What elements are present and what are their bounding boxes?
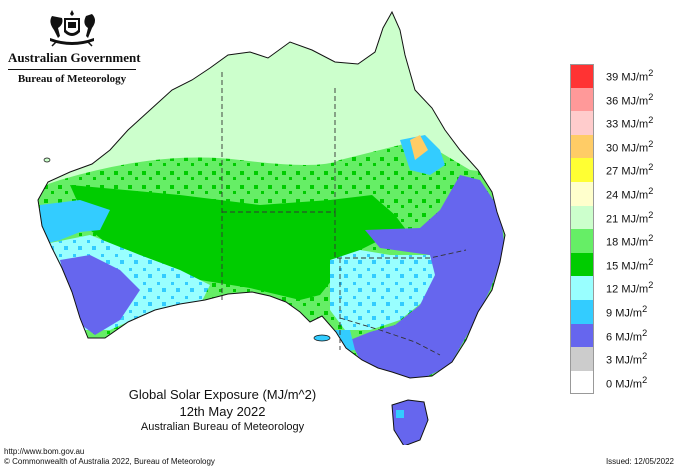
legend-swatch: [570, 205, 594, 230]
legend-label: 15 MJ/m2: [606, 256, 654, 273]
legend-label: 12 MJ/m2: [606, 280, 654, 296]
legend-swatch: [570, 64, 594, 88]
agency-name: Bureau of Meteorology: [17, 73, 127, 85]
bom-url-link[interactable]: http://www.bom.gov.au: [4, 447, 85, 456]
copyright-text: © Commonwealth of Australia 2022, Bureau…: [4, 457, 215, 466]
legend-label: 9 MJ/m2: [606, 303, 648, 320]
legend-label: 18 MJ/m2: [606, 233, 654, 249]
legend-label: 27 MJ/m2: [606, 162, 654, 179]
legend-swatch: [570, 299, 594, 324]
government-logo: Australian Government Bureau of Meteorol…: [8, 8, 141, 85]
island-marker: [43, 157, 51, 163]
legend-swatch: [570, 229, 594, 253]
map-title: Global Solar Exposure (MJ/m^2): [128, 387, 317, 402]
legend-swatch: [570, 87, 594, 112]
legend-swatch: [570, 158, 594, 182]
legend-label: 39 MJ/m2: [606, 68, 654, 84]
legend-label: 36 MJ/m2: [606, 91, 654, 108]
mainland-exposure-fill: [38, 12, 505, 378]
state-borders: [221, 72, 467, 356]
map-caption: Global Solar Exposure (MJ/m^2) 12th May …: [100, 386, 345, 435]
government-name: Australian Government: [8, 50, 141, 65]
legend-label: 6 MJ/m2: [606, 327, 648, 344]
kangaroo-island: [313, 334, 331, 342]
logo-divider: [8, 69, 136, 70]
nsw-vic-border: [339, 317, 441, 356]
tasmania-exposure-fill: [392, 400, 428, 445]
map-source: Australian Bureau of Meteorology: [140, 421, 305, 433]
legend-swatch: [570, 370, 594, 395]
legend-label: 3 MJ/m2: [606, 351, 648, 367]
legend-swatch: [570, 252, 594, 277]
legend-swatch: [570, 347, 594, 371]
legend-label: 21 MJ/m2: [606, 209, 654, 226]
legend-label: 24 MJ/m2: [606, 185, 654, 202]
legend-label: 0 MJ/m2: [606, 374, 648, 391]
legend-swatch: [570, 323, 594, 348]
legend-swatch: [570, 134, 594, 159]
legend-swatch: [570, 181, 594, 206]
issued-date: Issued: 12/05/2022: [605, 457, 674, 466]
legend-swatch: [570, 276, 594, 300]
legend-swatch: [570, 111, 594, 135]
legend-label: 30 MJ/m2: [606, 138, 654, 155]
coat-of-arms-icon: [50, 10, 95, 47]
solar-exposure-map: [37, 11, 506, 445]
legend-label: 33 MJ/m2: [606, 115, 654, 131]
map-date: 12th May 2022: [179, 404, 266, 419]
